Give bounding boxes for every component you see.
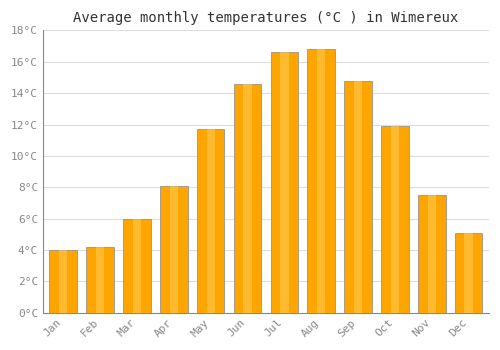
Bar	[308, 49, 335, 313]
Bar	[59, 250, 68, 313]
Bar	[244, 84, 252, 313]
Bar	[96, 247, 104, 313]
Bar	[160, 186, 188, 313]
Bar	[464, 233, 473, 313]
Bar	[206, 129, 215, 313]
Bar	[197, 129, 224, 313]
Bar	[234, 84, 262, 313]
Bar	[280, 52, 288, 313]
Title: Average monthly temperatures (°C ) in Wimereux: Average monthly temperatures (°C ) in Wi…	[74, 11, 458, 25]
Bar	[133, 218, 141, 313]
Bar	[170, 186, 178, 313]
Bar	[50, 250, 77, 313]
Bar	[344, 80, 372, 313]
Bar	[455, 233, 482, 313]
Bar	[317, 49, 326, 313]
Bar	[428, 195, 436, 313]
Bar	[354, 80, 362, 313]
Bar	[86, 247, 114, 313]
Bar	[123, 218, 151, 313]
Bar	[418, 195, 446, 313]
Bar	[391, 126, 399, 313]
Bar	[270, 52, 298, 313]
Bar	[381, 126, 408, 313]
